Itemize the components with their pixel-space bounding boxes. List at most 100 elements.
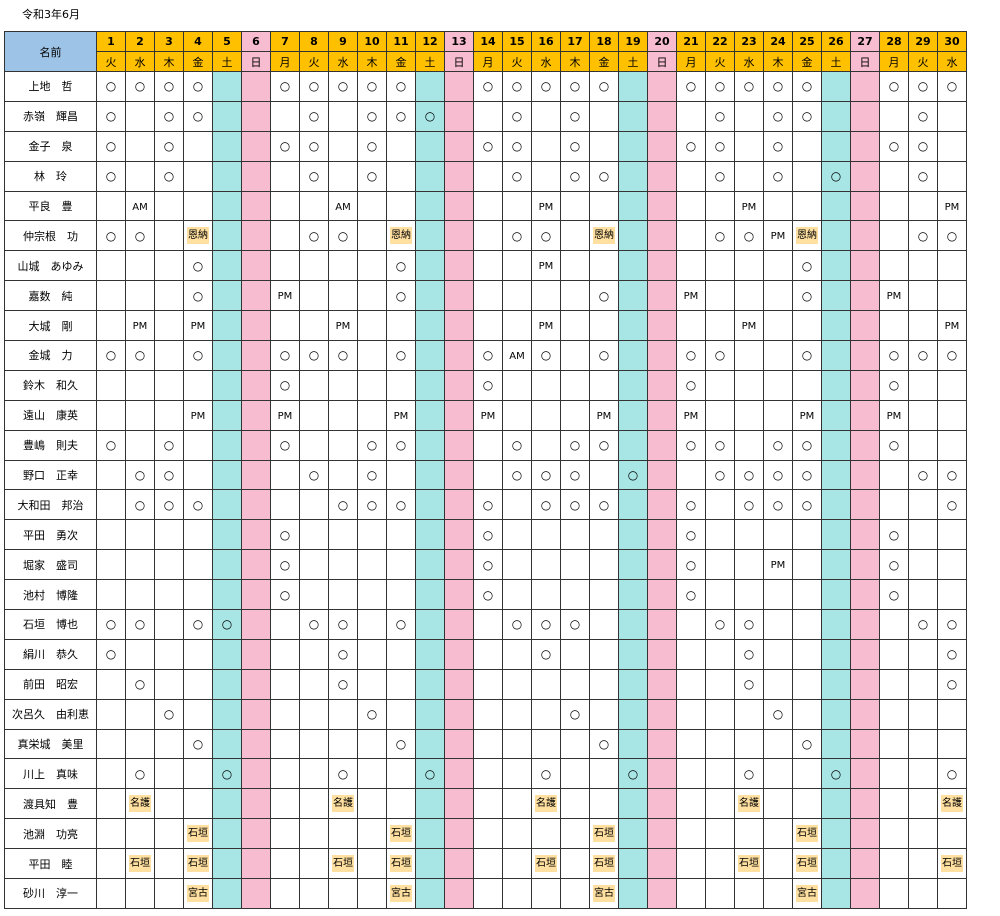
schedule-cell-day-26[interactable]: [821, 429, 851, 461]
schedule-cell-day-9[interactable]: [328, 130, 358, 162]
schedule-cell-day-9[interactable]: ○: [328, 340, 358, 371]
schedule-cell-day-19[interactable]: [618, 280, 648, 312]
schedule-cell-day-26[interactable]: [821, 848, 851, 880]
schedule-cell-day-27[interactable]: [850, 459, 880, 491]
schedule-cell-day-22[interactable]: ○: [705, 609, 735, 640]
schedule-cell-day-27[interactable]: [850, 638, 880, 670]
schedule-cell-day-9[interactable]: ○: [328, 71, 358, 102]
schedule-cell-day-17[interactable]: [560, 190, 590, 222]
schedule-cell-day-14[interactable]: ○: [473, 489, 503, 521]
schedule-cell-day-11[interactable]: [386, 638, 416, 670]
schedule-cell-day-28[interactable]: ○: [879, 369, 909, 401]
schedule-cell-day-24[interactable]: ○: [763, 130, 793, 162]
schedule-cell-day-12[interactable]: [415, 369, 445, 401]
schedule-cell-day-20[interactable]: [647, 369, 677, 401]
schedule-cell-day-14[interactable]: [473, 190, 503, 222]
schedule-cell-day-6[interactable]: [241, 459, 271, 491]
schedule-cell-day-2[interactable]: 名護: [125, 788, 155, 820]
schedule-cell-day-29[interactable]: [908, 668, 938, 700]
schedule-cell-day-10[interactable]: [357, 728, 387, 760]
schedule-cell-day-23[interactable]: [734, 549, 764, 581]
schedule-cell-day-6[interactable]: [241, 160, 271, 192]
schedule-cell-day-4[interactable]: [183, 638, 213, 670]
schedule-cell-day-4[interactable]: ○: [183, 71, 213, 102]
schedule-cell-day-16[interactable]: [531, 579, 561, 611]
schedule-cell-day-15[interactable]: [502, 878, 532, 909]
schedule-cell-day-29[interactable]: ○: [908, 340, 938, 371]
schedule-cell-day-25[interactable]: 恩納: [792, 220, 822, 252]
schedule-cell-day-5[interactable]: [212, 429, 242, 461]
schedule-cell-day-4[interactable]: ○: [183, 280, 213, 312]
schedule-cell-day-20[interactable]: [647, 459, 677, 491]
schedule-cell-day-24[interactable]: ○: [763, 489, 793, 521]
schedule-cell-day-21[interactable]: [676, 668, 706, 700]
schedule-cell-day-25[interactable]: [792, 788, 822, 820]
schedule-cell-day-20[interactable]: [647, 878, 677, 909]
schedule-cell-day-1[interactable]: ○: [96, 71, 126, 102]
schedule-cell-day-13[interactable]: [444, 489, 474, 521]
schedule-cell-day-9[interactable]: AM: [328, 190, 358, 222]
schedule-cell-day-1[interactable]: ○: [96, 340, 126, 371]
schedule-cell-day-10[interactable]: [357, 310, 387, 342]
schedule-cell-day-6[interactable]: [241, 489, 271, 521]
schedule-cell-day-14[interactable]: ○: [473, 519, 503, 551]
schedule-cell-day-18[interactable]: [589, 668, 619, 700]
schedule-cell-day-17[interactable]: [560, 878, 590, 909]
schedule-cell-day-24[interactable]: [763, 340, 793, 371]
schedule-cell-day-3[interactable]: ○: [154, 71, 184, 102]
schedule-cell-day-28[interactable]: PM: [879, 399, 909, 431]
schedule-cell-day-22[interactable]: [705, 190, 735, 222]
schedule-cell-day-14[interactable]: ○: [473, 340, 503, 371]
schedule-cell-day-2[interactable]: [125, 878, 155, 909]
schedule-cell-day-16[interactable]: [531, 818, 561, 850]
schedule-cell-day-4[interactable]: ○: [183, 340, 213, 371]
schedule-cell-day-21[interactable]: [676, 638, 706, 670]
schedule-cell-day-14[interactable]: [473, 878, 503, 909]
schedule-cell-day-18[interactable]: [589, 100, 619, 132]
schedule-cell-day-13[interactable]: [444, 638, 474, 670]
schedule-cell-day-24[interactable]: [763, 310, 793, 342]
schedule-cell-day-8[interactable]: [299, 579, 329, 611]
schedule-cell-day-11[interactable]: [386, 579, 416, 611]
schedule-cell-day-26[interactable]: [821, 280, 851, 312]
schedule-cell-day-2[interactable]: PM: [125, 310, 155, 342]
schedule-cell-day-5[interactable]: [212, 399, 242, 431]
schedule-cell-day-14[interactable]: ○: [473, 549, 503, 581]
schedule-cell-day-15[interactable]: [502, 728, 532, 760]
schedule-cell-day-30[interactable]: PM: [937, 310, 967, 342]
schedule-cell-day-24[interactable]: [763, 758, 793, 790]
schedule-cell-day-12[interactable]: [415, 310, 445, 342]
schedule-cell-day-5[interactable]: [212, 160, 242, 192]
schedule-cell-day-6[interactable]: [241, 519, 271, 551]
schedule-cell-day-22[interactable]: [705, 728, 735, 760]
schedule-cell-day-16[interactable]: 名護: [531, 788, 561, 820]
schedule-cell-day-29[interactable]: [908, 549, 938, 581]
schedule-cell-day-13[interactable]: [444, 818, 474, 850]
schedule-cell-day-29[interactable]: [908, 698, 938, 730]
schedule-cell-day-2[interactable]: [125, 638, 155, 670]
schedule-cell-day-17[interactable]: ○: [560, 429, 590, 461]
schedule-cell-day-18[interactable]: ○: [589, 160, 619, 192]
schedule-cell-day-21[interactable]: [676, 698, 706, 730]
schedule-cell-day-12[interactable]: [415, 519, 445, 551]
schedule-cell-day-22[interactable]: [705, 758, 735, 790]
schedule-cell-day-26[interactable]: [821, 340, 851, 371]
schedule-cell-day-6[interactable]: [241, 220, 271, 252]
schedule-cell-day-5[interactable]: [212, 220, 242, 252]
schedule-cell-day-18[interactable]: [589, 788, 619, 820]
schedule-cell-day-4[interactable]: [183, 668, 213, 700]
schedule-cell-day-11[interactable]: [386, 160, 416, 192]
schedule-cell-day-19[interactable]: [618, 818, 648, 850]
schedule-cell-day-6[interactable]: [241, 698, 271, 730]
schedule-cell-day-16[interactable]: [531, 130, 561, 162]
schedule-cell-day-13[interactable]: [444, 758, 474, 790]
schedule-cell-day-26[interactable]: [821, 519, 851, 551]
schedule-cell-day-28[interactable]: ○: [879, 71, 909, 102]
schedule-cell-day-20[interactable]: [647, 728, 677, 760]
schedule-cell-day-11[interactable]: [386, 549, 416, 581]
schedule-cell-day-5[interactable]: [212, 788, 242, 820]
schedule-cell-day-5[interactable]: ○: [212, 758, 242, 790]
schedule-cell-day-20[interactable]: [647, 758, 677, 790]
schedule-cell-day-7[interactable]: [270, 489, 300, 521]
schedule-cell-day-14[interactable]: [473, 220, 503, 252]
